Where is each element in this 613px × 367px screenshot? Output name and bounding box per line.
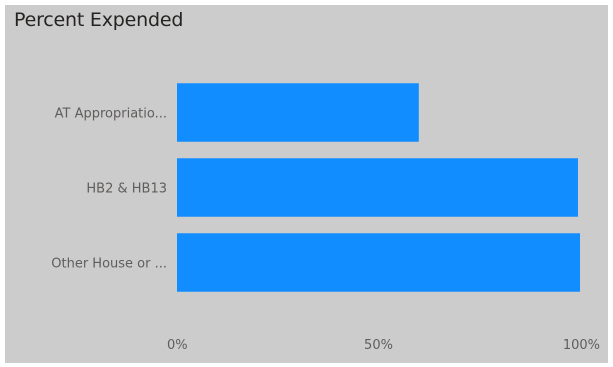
category-label: HB2 & HB13 <box>86 182 167 197</box>
chart-title: Percent Expended <box>14 9 184 31</box>
bar[interactable] <box>177 83 419 142</box>
x-tick-label: 100% <box>563 338 600 353</box>
category-label: AT Appropriatio... <box>55 107 167 122</box>
bar-chart-plot: AT Appropriatio... HB2 & HB13 Other House … <box>51 83 600 353</box>
bar[interactable] <box>177 158 578 217</box>
category-label: Other House or ... <box>51 257 167 272</box>
x-tick-label: 0% <box>167 338 188 353</box>
x-tick-label: 50% <box>364 338 393 353</box>
chart-visual: Percent Expended AT Appropriatio... HB2 &… <box>5 5 608 363</box>
bar[interactable] <box>177 233 580 292</box>
